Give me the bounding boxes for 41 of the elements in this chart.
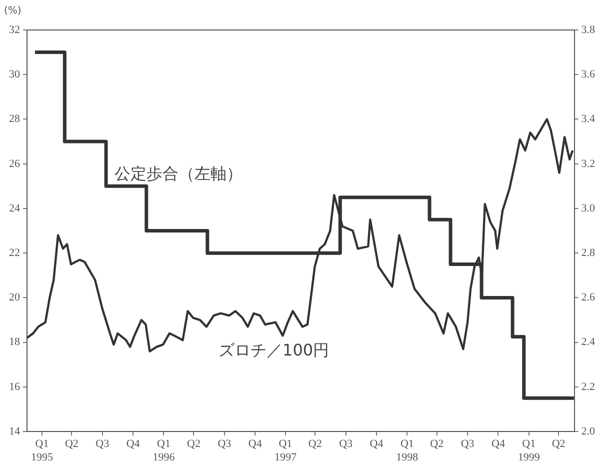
y-tick-label: 14	[9, 425, 20, 438]
y2-tick-label: 2.0	[581, 425, 596, 438]
y2-tick-label: 3.4	[581, 113, 596, 126]
y-tick-label: 22	[9, 247, 20, 259]
y-axis-title: (%)	[4, 6, 22, 17]
x-tick-label: Q1 1996	[152, 438, 176, 464]
y2-tick-label: 2.4	[581, 336, 596, 348]
x-tick-label: Q4	[370, 438, 384, 450]
y2-tick-label: 3.8	[581, 24, 596, 36]
y-tick-label: 30	[9, 68, 20, 81]
y2-tick-label: 2.2	[581, 380, 595, 393]
x-tick-label: Q1 1998	[396, 438, 419, 464]
y-tick-label: 32	[9, 24, 20, 36]
x-tick-label: Q1 1997	[274, 438, 297, 464]
series-label: ズロチ／100円	[218, 340, 330, 360]
x-tick-label: Q2	[64, 438, 78, 450]
x-tick-label: Q3	[96, 438, 110, 450]
y2-tick-label: 2.6	[581, 292, 596, 304]
y-tick-label: 28	[9, 113, 20, 126]
x-tick-label: Q2	[308, 438, 322, 450]
y2-tick-label: 2.8	[581, 247, 596, 259]
y2-tick-label: 3.2	[581, 158, 595, 170]
x-tick-label: Q1 1999	[518, 438, 540, 464]
y-tick-label: 16	[9, 380, 20, 393]
series-label: 公定歩合（左軸）	[114, 164, 243, 183]
y-tick-label: 24	[9, 202, 20, 214]
y-tick-label: 26	[9, 158, 20, 170]
x-tick-label: Q3	[460, 438, 475, 450]
y2-tick-label: 3.0	[581, 202, 596, 214]
y-tick-label: 18	[9, 336, 20, 348]
x-tick-label: Q2	[552, 438, 566, 450]
y-tick-label: 20	[9, 292, 20, 304]
x-tick-label: Q1 1995	[31, 438, 54, 464]
x-tick-label: Q4	[126, 438, 140, 450]
x-tick-label: Q4	[248, 438, 262, 450]
x-tick-label: Q3	[218, 438, 232, 450]
x-tick-label: Q2	[430, 438, 444, 450]
x-tick-label: Q2	[187, 438, 200, 450]
x-tick-label: Q3	[339, 438, 354, 450]
y2-tick-label: 3.6	[581, 68, 596, 81]
x-tick-label: Q4	[491, 438, 506, 450]
